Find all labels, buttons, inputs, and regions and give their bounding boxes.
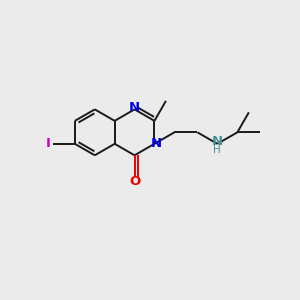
- Text: I: I: [45, 137, 50, 150]
- Text: N: N: [212, 135, 223, 148]
- Text: N: N: [150, 137, 161, 150]
- Text: H: H: [214, 145, 221, 155]
- Text: O: O: [129, 175, 140, 188]
- Text: N: N: [129, 101, 140, 114]
